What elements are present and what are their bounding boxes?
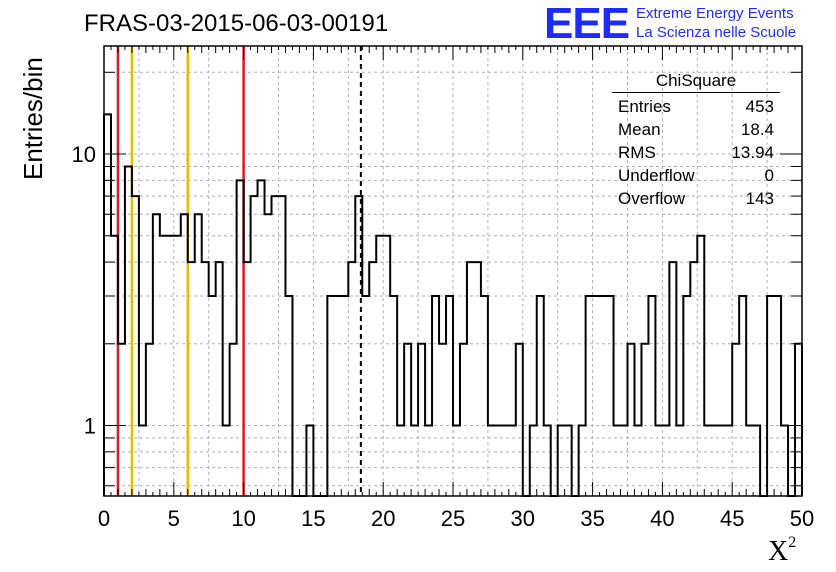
y-tick-label: 1	[84, 414, 96, 439]
x-axis-label-base: X	[768, 536, 789, 567]
stats-value: 0	[764, 166, 774, 185]
chart-title: FRAS-03-2015-06-03-00191	[84, 10, 389, 37]
x-tick-label: 0	[98, 506, 110, 531]
histogram-series	[103, 113, 803, 497]
stats-title: ChiSquare	[655, 71, 737, 90]
stats-row: Entries 453	[612, 95, 780, 118]
logo-caption: Extreme Energy Events La Scienza nelle S…	[636, 4, 796, 42]
stats-label: Entries	[618, 97, 671, 116]
stats-row: RMS 13.94	[612, 141, 780, 164]
x-axis-label-superscript: 2	[788, 534, 797, 551]
stats-box: ChiSquare Entries 453 Mean 18.4 RMS 13.94 U…	[612, 70, 780, 210]
stats-row: Underflow 0	[612, 164, 780, 187]
x-tick-label: 20	[371, 506, 395, 531]
x-tick-label: 35	[580, 506, 604, 531]
x-axis-label: X2	[768, 534, 797, 568]
x-tick-label: 5	[168, 506, 180, 531]
y-tick-label: 10	[72, 142, 96, 167]
x-tick-label: 30	[511, 506, 535, 531]
x-tick-label: 40	[650, 506, 674, 531]
stats-label: RMS	[618, 143, 656, 162]
stats-value: 13.94	[731, 143, 774, 162]
stats-value: 143	[745, 189, 774, 208]
y-axis-label: Entries/bin	[18, 57, 48, 180]
stats-row: Overflow 143	[612, 187, 780, 210]
stats-value: 453	[745, 97, 774, 116]
stats-label: Underflow	[618, 166, 695, 185]
eee-logo: EEE	[544, 0, 630, 48]
logo-line-1: Extreme Energy Events	[636, 5, 794, 22]
x-tick-label: 50	[790, 506, 814, 531]
stats-value: 18.4	[740, 120, 774, 139]
x-tick-label: 10	[231, 506, 255, 531]
stats-label: Overflow	[618, 189, 686, 208]
stats-row: Mean 18.4	[612, 118, 780, 141]
x-tick-label: 45	[720, 506, 744, 531]
x-tick-label: 15	[301, 506, 325, 531]
x-tick-label: 25	[441, 506, 465, 531]
logo-line-2: La Scienza nelle Scuole	[636, 24, 797, 41]
stats-divider	[612, 92, 780, 93]
stats-label: Mean	[618, 120, 661, 139]
